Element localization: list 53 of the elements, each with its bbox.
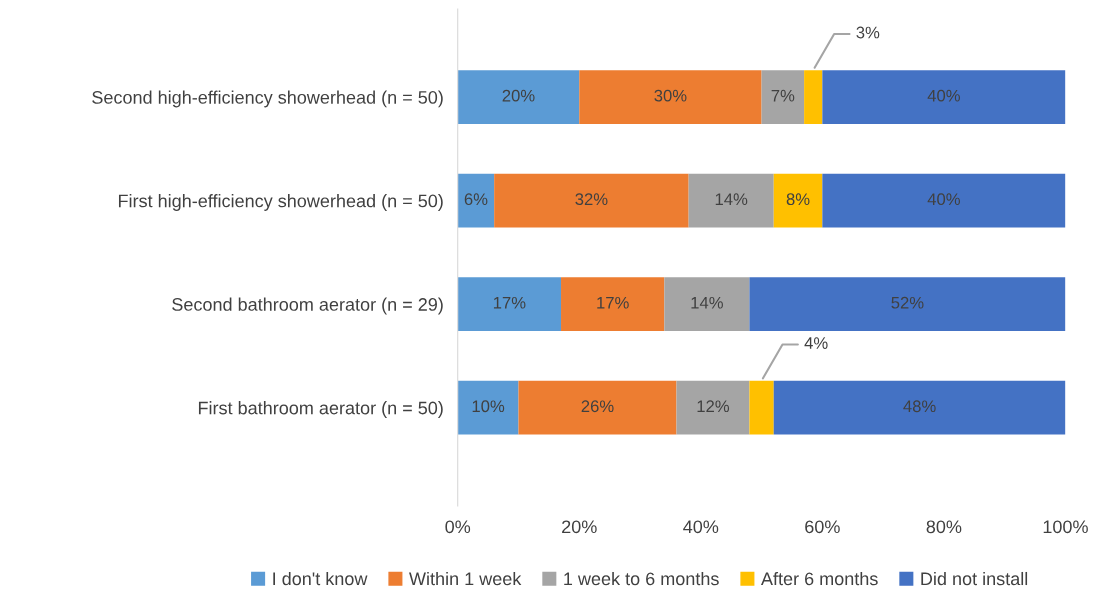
- bar: [804, 70, 823, 124]
- x-tick-label: 40%: [683, 520, 719, 534]
- data-label: 3%: [856, 26, 880, 39]
- bar: [773, 380, 1066, 435]
- legend-label: After 6 months: [760, 571, 878, 586]
- bar: [494, 173, 689, 228]
- bar: [457, 70, 580, 124]
- data-label: 20%: [502, 89, 535, 102]
- data-label: 30%: [654, 89, 687, 102]
- bar: [518, 380, 677, 435]
- data-label: 14%: [691, 296, 723, 309]
- data-label: 7%: [771, 89, 795, 102]
- data-label: 6%: [464, 193, 488, 206]
- legend-label: Did not install: [921, 571, 1028, 586]
- data-label: 40%: [927, 89, 960, 102]
- data-label: 17%: [597, 296, 629, 309]
- bar: [676, 380, 750, 435]
- legend-label: 1 week to 6 months: [564, 571, 719, 586]
- bar: [822, 70, 1066, 124]
- bar: [688, 173, 774, 228]
- bar: [822, 173, 1066, 228]
- legend-label: I don't know: [273, 571, 368, 586]
- data-label: 26%: [581, 400, 614, 413]
- x-tick-label: 80%: [926, 520, 962, 534]
- x-tick-label: 100%: [1043, 520, 1088, 534]
- data-label: 10%: [472, 400, 505, 413]
- data-label: 8%: [786, 193, 810, 206]
- data-label: 52%: [891, 296, 924, 309]
- legend-label: Within 1 week: [409, 571, 522, 586]
- bar: [457, 380, 519, 435]
- x-tick-label: 60%: [805, 520, 840, 534]
- bar: [664, 277, 750, 332]
- y-tick-label: First high-efficiency showerhead (n = 50): [118, 194, 443, 211]
- y-tick-label: Second bathroom aerator (n = 29): [172, 297, 443, 315]
- bar: [579, 70, 762, 124]
- data-label: 32%: [575, 193, 608, 206]
- data-label: 17%: [493, 296, 526, 309]
- data-label: 40%: [927, 193, 960, 206]
- y-tick-label: Second high-efficiency showerhead (n = 50): [92, 90, 443, 108]
- bar: [773, 173, 823, 228]
- bar: [749, 277, 1066, 332]
- data-label: 48%: [903, 400, 936, 413]
- y-tick-label: First bathroom aerator (n = 50): [198, 401, 443, 418]
- x-tick-label: 0%: [445, 520, 471, 534]
- bar: [561, 277, 665, 332]
- bar: [749, 380, 774, 435]
- data-label: 4%: [804, 337, 828, 349]
- bar: [761, 70, 805, 124]
- bar: [457, 173, 495, 228]
- x-tick-label: 20%: [562, 520, 597, 534]
- data-label: 14%: [715, 193, 748, 206]
- bar: [457, 277, 562, 332]
- data-label: 12%: [697, 400, 730, 413]
